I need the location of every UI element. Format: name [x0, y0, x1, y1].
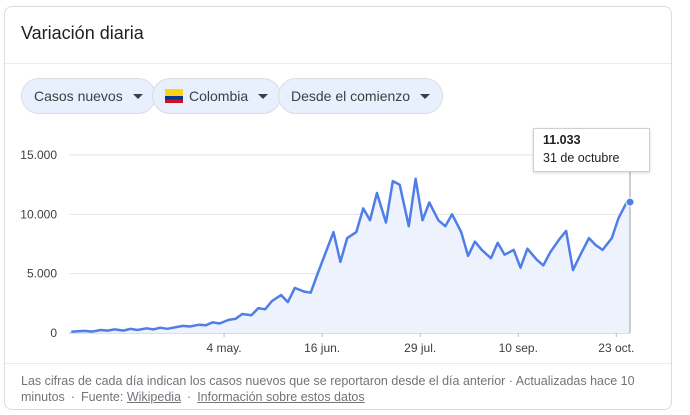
x-tick-label: 4 may.: [207, 341, 242, 355]
daily-variation-card: Variación diaria Casos nuevos Colombia D…: [4, 6, 672, 410]
series-area: [71, 178, 631, 333]
wikipedia-link[interactable]: Wikipedia: [126, 390, 182, 404]
daily-cases-chart[interactable]: 0 5.000 10.000 15.000 4 may. 16 jun. 29 jul. 10…: [5, 125, 671, 363]
metric-dropdown[interactable]: Casos nuevos: [21, 78, 156, 114]
y-tick-label: 5.000: [27, 267, 57, 281]
y-tick-label: 15.000: [20, 148, 57, 162]
chart-tooltip: 11.033 31 de octubre: [533, 128, 650, 172]
tooltip-value: 11.033: [543, 133, 581, 147]
country-dropdown[interactable]: Colombia: [152, 78, 282, 114]
tooltip-date: 31 de octubre: [543, 151, 620, 165]
x-tick-label: 16 jun.: [304, 341, 340, 355]
range-dropdown[interactable]: Desde el comienzo: [278, 78, 444, 114]
range-dropdown-label: Desde el comienzo: [291, 88, 411, 104]
series-line: [71, 177, 631, 334]
chevron-down-icon: [258, 93, 269, 99]
y-tick-label: 10.000: [20, 207, 57, 221]
metric-dropdown-label: Casos nuevos: [34, 88, 123, 104]
highlighted-point: [625, 197, 635, 207]
colombia-flag-icon: [165, 89, 183, 103]
country-dropdown-label: Colombia: [189, 88, 249, 104]
footer-note: Las cifras de cada día indican los casos…: [21, 374, 635, 404]
chart-footer: Las cifras de cada día indican los casos…: [21, 374, 635, 404]
footer-divider: [5, 363, 671, 364]
data-info-link[interactable]: Información sobre estos datos: [197, 390, 365, 404]
chevron-down-icon: [420, 93, 431, 99]
chevron-down-icon: [132, 93, 143, 99]
card-title: Variación diaria: [21, 23, 144, 43]
x-tick-label: 10 sep.: [499, 341, 538, 355]
divider: [5, 63, 671, 64]
y-tick-label: 0: [50, 326, 57, 340]
x-tick-label: 23 oct.: [598, 341, 634, 355]
source-label: Fuente:: [80, 390, 124, 404]
x-tick-label: 29 jul.: [404, 341, 436, 355]
